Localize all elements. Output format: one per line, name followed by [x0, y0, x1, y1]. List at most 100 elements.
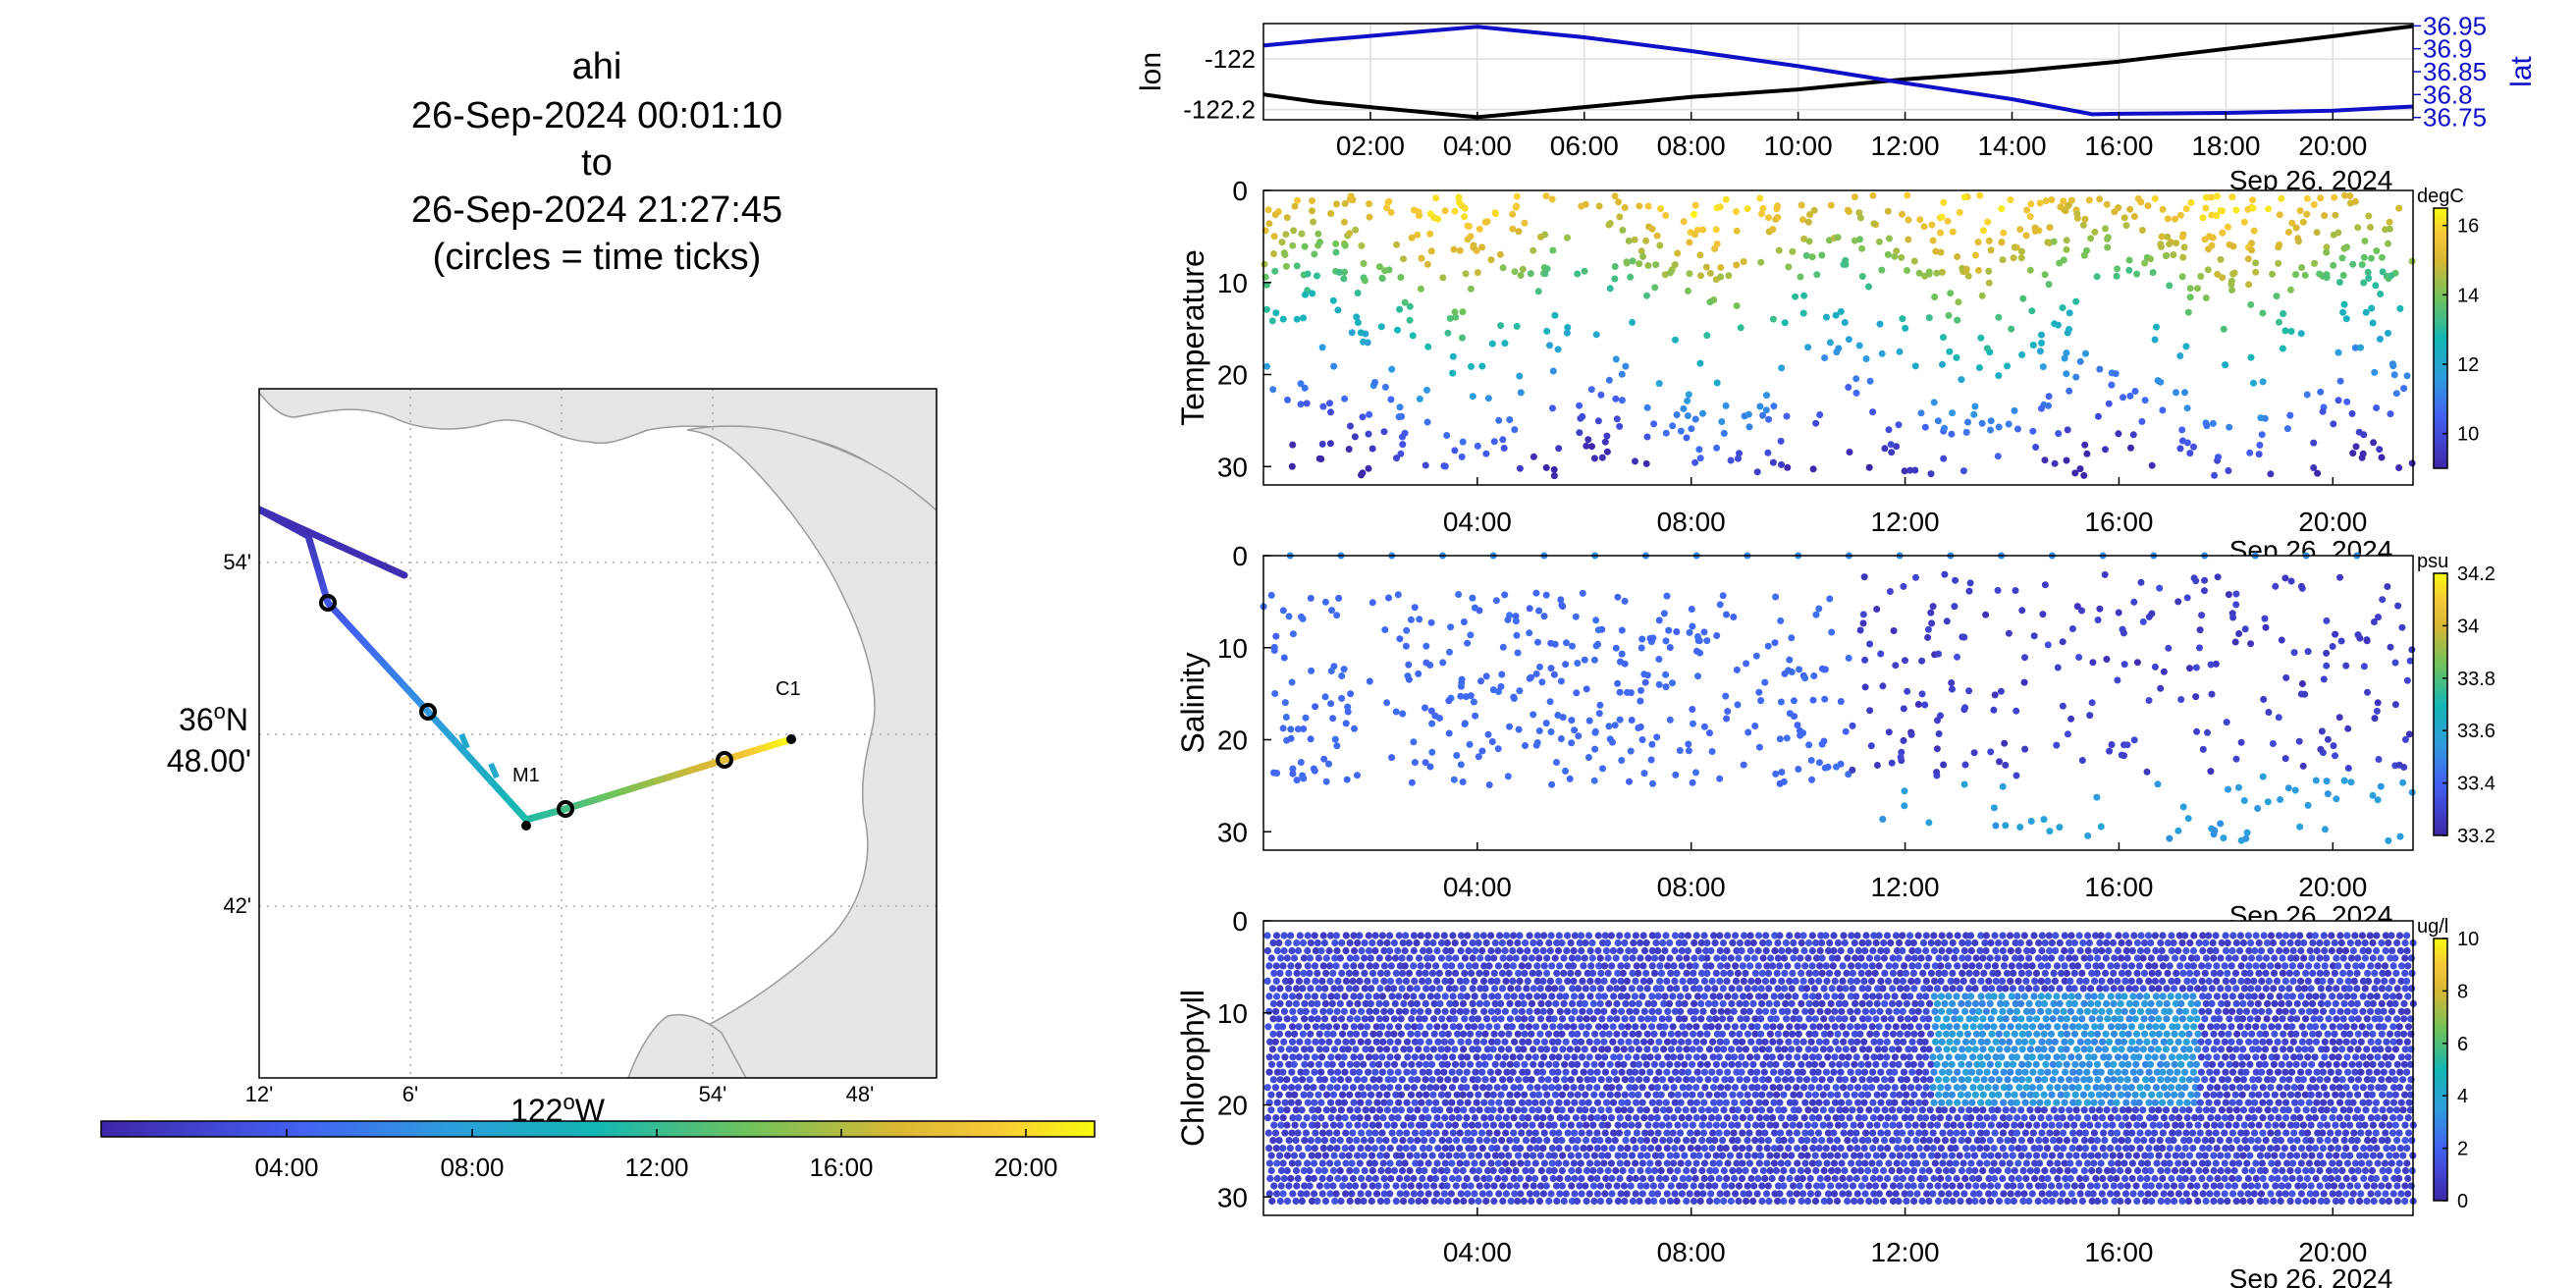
data-point [1534, 288, 1542, 295]
data-point [2148, 461, 2156, 469]
data-point [1555, 932, 1563, 939]
data-point [1321, 1121, 1329, 1129]
data-point [1430, 1197, 1438, 1206]
data-point [1648, 225, 1656, 233]
data-point [1300, 954, 1308, 962]
data-point [1675, 1015, 1683, 1023]
data-point [1419, 1068, 1426, 1076]
data-point [2181, 389, 2188, 397]
data-point [1861, 656, 1869, 664]
data-point [1884, 250, 1892, 258]
data-point [1536, 1152, 1545, 1159]
data-point [2332, 211, 2339, 219]
data-point [1868, 1023, 1876, 1031]
data-point [1422, 1030, 1429, 1038]
map-lon-labels: 12' 6' 54' 48' 122oW [245, 1082, 875, 1128]
data-point [1727, 1197, 1735, 1206]
data-point [1312, 1129, 1319, 1137]
data-point [1483, 1152, 1491, 1159]
x-tick-label: 12:00 [1871, 872, 1940, 902]
data-point [1758, 999, 1766, 1007]
data-point [1470, 243, 1477, 251]
data-point [1476, 225, 1483, 233]
data-point [1273, 1159, 1281, 1167]
data-point [1780, 1091, 1788, 1099]
data-point [1330, 985, 1338, 993]
data-point [1568, 1060, 1576, 1068]
data-point [1720, 1197, 1728, 1206]
data-point [1475, 753, 1482, 761]
data-point [1647, 1114, 1655, 1122]
data-point [1545, 1197, 1553, 1206]
data-point [1710, 1099, 1718, 1106]
data-point [1417, 1038, 1424, 1046]
data-point [1593, 1007, 1601, 1015]
data-point [2158, 233, 2166, 241]
data-point [1830, 946, 1838, 955]
data-point [1280, 1038, 1288, 1046]
data-point [1353, 1030, 1361, 1038]
data-point [1699, 1114, 1707, 1122]
data-point [1648, 993, 1656, 1000]
data-point [1807, 1007, 1815, 1015]
data-point [1297, 1007, 1305, 1015]
data-point [1551, 1091, 1560, 1099]
data-point [1346, 1015, 1354, 1023]
data-point [1910, 1091, 1918, 1099]
data-point [1482, 450, 1490, 457]
data-point [1874, 1046, 1882, 1053]
data-point [1753, 468, 1761, 476]
data-point [1558, 1137, 1566, 1145]
data-point [1694, 672, 1701, 680]
data-point [1423, 386, 1430, 394]
data-point [1371, 1174, 1379, 1183]
data-point [1462, 1007, 1471, 1015]
data-point [1897, 1076, 1905, 1084]
lon-degree-sign: o [563, 1090, 574, 1114]
data-point [2059, 702, 2066, 710]
data-point [1900, 1145, 1907, 1153]
data-point [1303, 1053, 1311, 1061]
data-point [1776, 962, 1784, 970]
y-right-tick-label: 36.85 [2423, 57, 2487, 86]
data-point [1478, 1129, 1486, 1137]
data-point [2089, 659, 2097, 667]
data-point [1587, 1114, 1595, 1122]
data-point [1782, 939, 1790, 947]
data-point [1326, 1099, 1335, 1106]
data-point [1371, 946, 1379, 955]
data-point [1793, 1129, 1800, 1137]
data-point [1526, 1129, 1533, 1137]
data-point [1386, 1068, 1394, 1076]
data-point [1790, 1106, 1798, 1114]
data-point [1447, 1038, 1455, 1046]
data-point [1647, 756, 1655, 764]
data-point [1794, 1174, 1801, 1183]
data-point [1441, 1114, 1449, 1122]
data-point [1311, 962, 1319, 970]
data-point [1757, 1152, 1765, 1159]
data-point [1922, 977, 1930, 986]
data-point [1654, 1159, 1662, 1167]
data-point [1839, 1174, 1847, 1183]
data-point [1629, 969, 1637, 978]
data-point [1709, 1129, 1717, 1137]
data-point [1772, 1060, 1780, 1068]
data-point [1582, 1106, 1589, 1114]
data-point [1510, 693, 1518, 701]
data-point [1835, 1182, 1843, 1190]
data-point [1289, 441, 1297, 449]
data-point [1716, 977, 1724, 986]
data-point [1848, 962, 1855, 970]
data-point [1269, 939, 1277, 947]
data-point [2041, 456, 2049, 464]
data-point [1513, 1182, 1521, 1190]
data-point [1567, 1121, 1575, 1129]
colorbar-unit-label: psu [2417, 551, 2448, 572]
data-point [1769, 315, 1777, 323]
data-point [1624, 932, 1632, 939]
data-point [1533, 1084, 1541, 1092]
data-point [1490, 1015, 1499, 1023]
data-point [1340, 218, 1348, 226]
data-point [1900, 1023, 1907, 1031]
